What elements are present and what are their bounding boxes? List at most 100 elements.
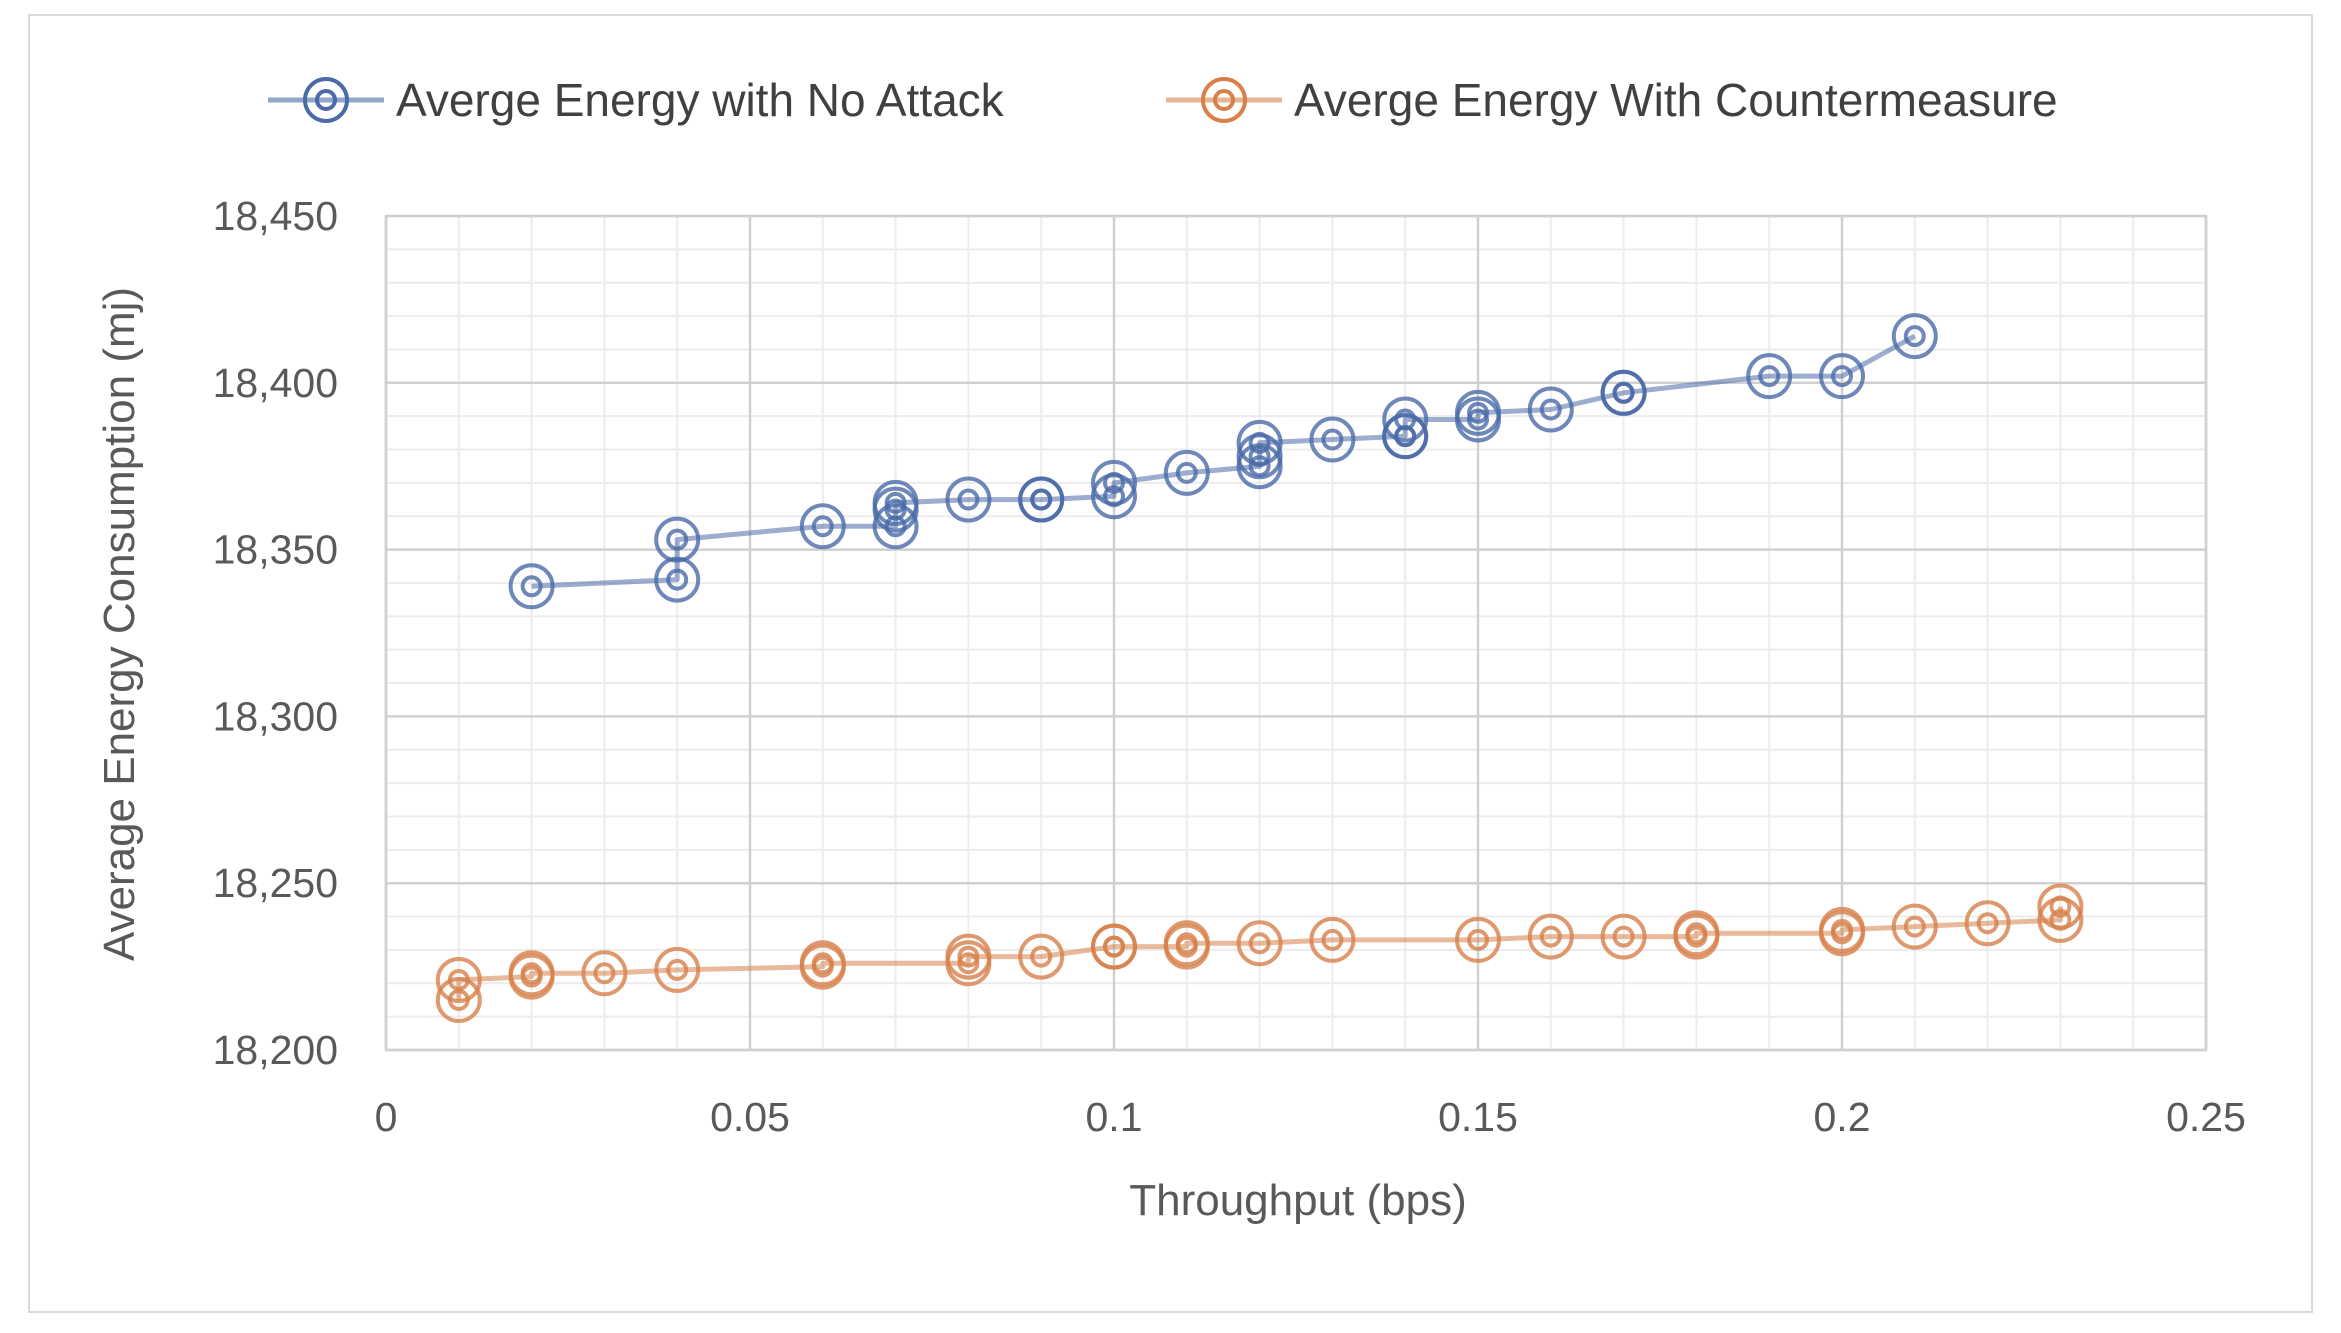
data-point-inner-ring <box>520 575 543 598</box>
data-point <box>1091 923 1137 970</box>
x-tick-label: 0.2 <box>1814 1094 1871 1140</box>
data-point-outer-ring <box>508 563 555 610</box>
data-point-outer-ring <box>872 479 919 526</box>
data-point-inner-ring <box>1612 381 1635 404</box>
data-point <box>508 563 555 610</box>
data-point <box>1163 449 1210 496</box>
x-tick-label: 0 <box>375 1094 398 1140</box>
legend-marker-no-attack <box>303 77 349 123</box>
data-point-outer-ring <box>945 476 992 523</box>
data-point-outer-ring <box>872 503 919 550</box>
data-point-outer-ring <box>1018 476 1065 523</box>
data-point-inner-ring <box>1903 325 1926 348</box>
data-point <box>1600 369 1647 416</box>
chart-frame <box>28 14 2313 1313</box>
data-point <box>799 940 846 987</box>
data-point-outer-ring <box>1746 353 1793 400</box>
y-tick-label: 18,350 <box>213 527 338 573</box>
data-point-outer-ring <box>1309 916 1356 963</box>
data-point-outer-ring <box>1455 389 1501 436</box>
y-tick-label: 18,400 <box>213 360 338 406</box>
data-point-outer-ring <box>1673 910 1720 957</box>
data-point-outer-ring <box>1382 413 1429 460</box>
data-point-inner-ring <box>1685 922 1708 945</box>
legend-marker-inner-no-attack <box>315 89 337 111</box>
data-point <box>2037 883 2084 930</box>
data-point-outer-ring <box>1600 913 1647 960</box>
data-point-outer-ring <box>1382 396 1429 443</box>
data-point-outer-ring <box>1236 419 1283 466</box>
data-point-inner-ring <box>1103 935 1125 958</box>
data-point-inner-ring <box>957 488 980 511</box>
data-point <box>1819 353 1865 400</box>
data-point-inner-ring <box>884 491 907 514</box>
data-point-outer-ring <box>1018 933 1065 980</box>
x-tick-label: 0.1 <box>1086 1094 1143 1140</box>
data-point <box>1819 906 1865 953</box>
legend: Averge Energy with No Attack Averge Ener… <box>268 74 2058 126</box>
data-point <box>1455 916 1501 963</box>
series-layer <box>435 313 2084 1023</box>
data-point <box>581 950 628 997</box>
data-point-inner-ring <box>666 528 689 551</box>
data-point <box>1964 900 2011 947</box>
data-point-outer-ring <box>508 950 555 997</box>
data-point <box>1527 913 1574 960</box>
data-point-inner-ring <box>1103 471 1125 494</box>
legend-marker-inner-countermeasure <box>1213 89 1235 111</box>
legend-label-countermeasure: Averge Energy With Countermeasure <box>1294 74 2058 126</box>
data-point-outer-ring <box>945 933 992 980</box>
y-tick-label: 18,300 <box>213 693 338 739</box>
data-point-inner-ring <box>1831 365 1853 388</box>
data-point <box>1018 476 1065 523</box>
data-point-inner-ring <box>1248 932 1271 955</box>
data-point-outer-ring <box>1163 920 1210 967</box>
data-point-outer-ring <box>1600 369 1647 416</box>
data-point-outer-ring <box>1527 913 1574 960</box>
x-tick-label: 0.25 <box>2166 1094 2246 1140</box>
data-point <box>945 933 992 980</box>
data-point <box>1091 459 1137 506</box>
data-point-inner-ring <box>1175 932 1198 955</box>
data-point-outer-ring <box>2037 883 2084 930</box>
data-point-inner-ring <box>1539 925 1562 948</box>
data-point-inner-ring <box>1248 431 1271 454</box>
data-point-inner-ring <box>1467 401 1489 424</box>
data-point-outer-ring <box>1964 900 2011 947</box>
data-point <box>1163 920 1210 967</box>
data-point-inner-ring <box>1321 928 1344 951</box>
y-tick-label: 18,200 <box>213 1027 338 1073</box>
data-point-inner-ring <box>2049 895 2072 918</box>
y-tick-label: 18,250 <box>213 860 338 906</box>
data-point-outer-ring <box>435 956 482 1003</box>
data-point-outer-ring <box>1236 920 1283 967</box>
data-point <box>1236 920 1283 967</box>
data-point-outer-ring <box>1091 923 1137 970</box>
data-point-outer-ring <box>1819 906 1865 953</box>
legend-item-no-attack[interactable]: Averge Energy with No Attack <box>268 74 1005 126</box>
data-point <box>1673 910 1720 957</box>
data-point <box>654 946 701 993</box>
legend-item-countermeasure[interactable]: Averge Energy With Countermeasure <box>1166 74 2058 126</box>
data-point <box>435 956 482 1003</box>
data-point <box>1891 903 1938 950</box>
data-point-outer-ring <box>1091 459 1137 506</box>
data-point-outer-ring <box>654 946 701 993</box>
data-point-inner-ring <box>520 962 543 985</box>
data-point <box>1746 353 1793 400</box>
data-point <box>1527 386 1574 433</box>
data-point-inner-ring <box>1976 912 1999 935</box>
x-tick-label: 0.15 <box>1438 1094 1518 1140</box>
data-point-outer-ring <box>581 950 628 997</box>
plot-area-border <box>384 214 2208 1052</box>
x-axis-tick-labels: 0 0.05 0.1 0.15 0.2 0.25 <box>375 1094 2246 1140</box>
data-point-inner-ring <box>1467 408 1489 431</box>
data-point <box>1236 419 1283 466</box>
data-point-inner-ring <box>1903 915 1926 938</box>
data-point-outer-ring <box>1455 916 1501 963</box>
data-point <box>1018 933 1065 980</box>
data-point <box>945 476 992 523</box>
data-point <box>1309 416 1356 463</box>
data-point-inner-ring <box>1831 918 1853 941</box>
data-point-inner-ring <box>1030 488 1053 511</box>
